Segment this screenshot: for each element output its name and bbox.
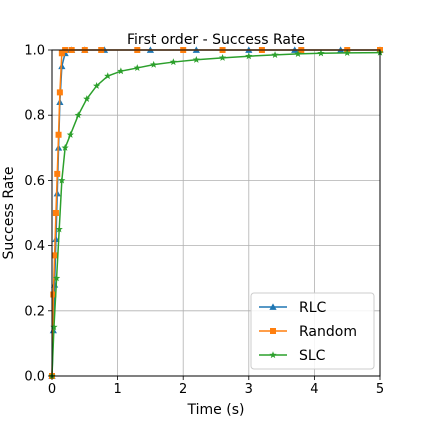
data-point-slc (218, 54, 227, 61)
data-point-random (51, 252, 58, 259)
legend-label: Random (299, 324, 357, 340)
series-slc (48, 48, 384, 380)
data-point-slc (83, 95, 91, 102)
y-tick-label: 0.2 (24, 304, 45, 319)
legend-box (250, 292, 375, 370)
data-point-slc (104, 72, 112, 80)
data-point-slc (58, 176, 66, 184)
data-point-random (56, 89, 63, 96)
legend-label: RLC (299, 300, 327, 316)
x-tick-label: 4 (310, 382, 318, 397)
data-point-slc (245, 52, 253, 60)
data-point-slc (50, 323, 58, 331)
data-point-rlc (52, 235, 60, 242)
legend-label: SLC (299, 348, 326, 364)
data-point-slc (150, 60, 158, 68)
data-point-slc (343, 49, 351, 57)
x-tick-label: 2 (179, 382, 187, 397)
data-point-slc (192, 55, 200, 63)
axis-ticks: 0 1 2 3 4 5 0.0 0.2 0.4 0.6 0.8 1.0 (24, 44, 384, 398)
legend-marker (269, 303, 277, 310)
chart-title: First order - Success Rate (127, 32, 305, 48)
y-tick-label: 0.4 (24, 239, 45, 254)
data-point-slc (317, 49, 325, 57)
data-point-random (58, 50, 65, 57)
data-point-slc (55, 225, 63, 233)
legend-marker (269, 351, 277, 359)
data-point-random (52, 210, 59, 216)
legend-entry-slc: SLC (259, 348, 326, 364)
legend-marker (270, 328, 276, 334)
y-axis-label: Success Rate (1, 167, 17, 260)
legend-entry-rlc: RLC (259, 300, 327, 316)
x-tick-label: 1 (113, 382, 121, 397)
data-point-slc (271, 51, 279, 58)
x-tick-label: 3 (245, 382, 253, 397)
data-point-slc (117, 67, 125, 75)
data-point-slc (92, 82, 101, 89)
y-tick-label: 0.8 (24, 109, 45, 124)
data-point-slc (61, 144, 69, 151)
data-point-random (54, 170, 61, 177)
data-point-slc (133, 64, 141, 71)
data-point-random (50, 291, 57, 298)
legend: RLC Random SLC (250, 292, 375, 370)
data-point-slc (66, 130, 74, 138)
legend-entry-random: Random (259, 324, 357, 340)
x-tick-label: 0 (48, 382, 56, 397)
data-point-slc (169, 58, 177, 66)
x-axis-label: Time (s) (187, 402, 245, 418)
grid (51, 49, 381, 377)
data-point-slc (52, 274, 61, 282)
data-point-slc (294, 50, 302, 57)
x-tick-label: 5 (376, 382, 384, 397)
data-point-random (55, 131, 62, 138)
data-point-slc (74, 111, 82, 119)
y-tick-label: 0.0 (24, 370, 45, 385)
plot-frame (51, 49, 381, 377)
y-tick-label: 1.0 (24, 44, 45, 59)
y-tick-label: 0.6 (24, 174, 45, 189)
